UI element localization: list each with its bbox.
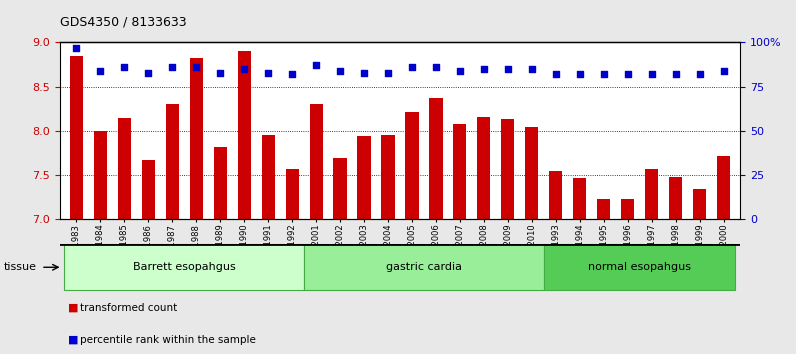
Bar: [501, 119, 514, 219]
Point: [262, 70, 275, 75]
Bar: [238, 51, 251, 219]
Point: [454, 68, 466, 74]
Text: ■: ■: [68, 335, 78, 345]
Bar: [310, 103, 322, 219]
Bar: [525, 126, 538, 219]
Bar: [597, 199, 611, 219]
Bar: [669, 177, 682, 219]
Point: [501, 66, 514, 72]
Point: [406, 64, 419, 70]
Bar: [544, 244, 736, 290]
Point: [646, 72, 658, 77]
Point: [381, 70, 394, 75]
Point: [190, 64, 203, 70]
Point: [238, 66, 251, 72]
Bar: [357, 136, 371, 219]
Point: [597, 72, 610, 77]
Text: Barrett esopahgus: Barrett esopahgus: [133, 262, 236, 272]
Bar: [717, 156, 730, 219]
Bar: [94, 131, 107, 219]
Point: [622, 72, 634, 77]
Text: transformed count: transformed count: [80, 303, 177, 313]
Point: [573, 72, 586, 77]
Bar: [405, 112, 419, 219]
Bar: [118, 118, 131, 219]
Point: [214, 70, 227, 75]
Point: [94, 68, 107, 74]
Text: normal esopahgus: normal esopahgus: [588, 262, 691, 272]
Point: [693, 72, 706, 77]
Point: [357, 70, 370, 75]
Point: [478, 66, 490, 72]
Bar: [304, 244, 544, 290]
Text: tissue: tissue: [4, 262, 37, 272]
Point: [669, 72, 682, 77]
Bar: [429, 98, 443, 219]
Bar: [189, 58, 203, 219]
Text: percentile rank within the sample: percentile rank within the sample: [80, 335, 256, 345]
Point: [310, 63, 322, 68]
Bar: [645, 169, 658, 219]
Point: [286, 72, 298, 77]
Bar: [478, 117, 490, 219]
Bar: [381, 135, 395, 219]
Bar: [549, 171, 562, 219]
Text: gastric cardia: gastric cardia: [386, 262, 462, 272]
Bar: [334, 158, 347, 219]
Text: ■: ■: [68, 303, 78, 313]
Bar: [621, 199, 634, 219]
Bar: [213, 147, 227, 219]
Bar: [142, 160, 155, 219]
Bar: [166, 104, 179, 219]
Bar: [70, 56, 83, 219]
Point: [717, 68, 730, 74]
Point: [70, 45, 83, 51]
Bar: [262, 136, 275, 219]
Point: [142, 70, 154, 75]
Point: [334, 68, 346, 74]
Bar: [453, 124, 466, 219]
Point: [549, 72, 562, 77]
Point: [525, 66, 538, 72]
Text: GDS4350 / 8133633: GDS4350 / 8133633: [60, 15, 186, 28]
Bar: [286, 169, 298, 219]
Bar: [693, 189, 706, 219]
Point: [166, 64, 178, 70]
Bar: [64, 244, 304, 290]
Point: [118, 64, 131, 70]
Point: [430, 64, 443, 70]
Bar: [573, 178, 587, 219]
